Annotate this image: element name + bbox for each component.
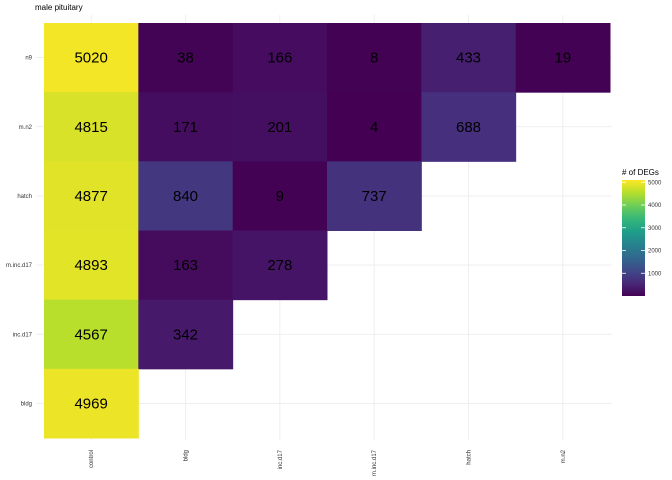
x-tick-label: control [89, 450, 95, 468]
x-tick-label: bldg [184, 450, 190, 461]
legend-tick-label: 4000 [648, 203, 662, 209]
cell-value-label: 4 [370, 119, 378, 136]
y-tick-label: m.inc.d17 [6, 263, 33, 269]
cell-value-label: 19 [554, 50, 571, 67]
y-axis-labels: n9 m.n2 hatch m.inc.d17 inc.d17 bldg [6, 56, 33, 408]
heatmap-cell [232, 92, 328, 162]
x-tick-label: m.inc.d17 [372, 449, 378, 476]
cell-value-label: 4969 [74, 395, 107, 412]
cell-value-label: 5020 [74, 50, 107, 67]
heatmap-cell [421, 23, 517, 93]
cell-value-label: 840 [173, 188, 198, 205]
y-tick-label: inc.d17 [13, 332, 33, 338]
chart-title: male pituitary [35, 3, 83, 12]
cell-value-label: 4893 [74, 257, 107, 274]
cell-value-label: 9 [276, 188, 284, 205]
x-axis-labels: control bldg inc.d17 m.inc.d17 hatch m.n2 [89, 449, 567, 476]
x-tick-label: inc.d17 [278, 449, 284, 469]
cell-value-label: 163 [173, 257, 198, 274]
heatmap-cell [138, 230, 234, 301]
y-tick-label: hatch [17, 194, 32, 200]
cell-value-label: 38 [177, 50, 194, 67]
legend-tick-label: 5000 [648, 180, 662, 186]
heatmap-cell [515, 23, 611, 93]
y-tick-label: m.n2 [19, 125, 33, 131]
heatmap-cell [138, 92, 234, 162]
legend-colorbar [622, 180, 645, 296]
cell-value-label: 201 [267, 119, 292, 136]
heatmap-cell [138, 23, 234, 93]
heatmap-cell [232, 230, 328, 301]
cell-value-label: 278 [267, 257, 292, 274]
legend-title: # of DEGs [622, 168, 659, 177]
y-tick-label: n9 [25, 56, 32, 62]
heatmap-cell [232, 161, 328, 231]
color-legend: # of DEGs 1000 2000 3000 4000 5000 [622, 168, 662, 296]
cell-value-label: 342 [173, 326, 198, 343]
legend-tick-label: 3000 [648, 226, 662, 232]
cell-value-label: 688 [456, 119, 481, 136]
cell-value-label: 737 [362, 188, 387, 205]
heatmap-cell [44, 161, 139, 231]
heatmap-cells [44, 23, 611, 439]
cell-value-label: 4567 [74, 326, 107, 343]
heatmap-cell [44, 92, 139, 162]
heatmap-cell [232, 23, 328, 93]
cell-value-label: 4815 [74, 119, 107, 136]
cell-value-label: 8 [370, 50, 378, 67]
legend-tick-label: 2000 [648, 249, 662, 255]
heatmap-cell [421, 92, 517, 162]
y-tick-label: bldg [21, 401, 32, 407]
cell-value-labels: 5020 38 166 8 433 19 4815 171 201 4 688 4877 840 9 737… [74, 50, 571, 413]
cell-value-label: 433 [456, 50, 481, 67]
heatmap-cell [327, 92, 422, 162]
cell-value-label: 4877 [74, 188, 107, 205]
heatmap-cell [327, 161, 422, 231]
heatmap-cell [44, 368, 139, 439]
cell-value-label: 171 [173, 119, 198, 136]
heatmap-cell [44, 299, 139, 370]
heatmap-cell [44, 230, 139, 301]
legend-tick-label: 1000 [648, 271, 662, 277]
x-tick-label: hatch [467, 450, 473, 465]
heatmap-cell [327, 23, 422, 93]
heatmap-cell [138, 299, 234, 370]
heatmap-cell [138, 161, 234, 231]
cell-value-label: 166 [267, 50, 292, 67]
x-tick-label: m.n2 [561, 449, 567, 463]
heatmap-cell [44, 23, 139, 93]
